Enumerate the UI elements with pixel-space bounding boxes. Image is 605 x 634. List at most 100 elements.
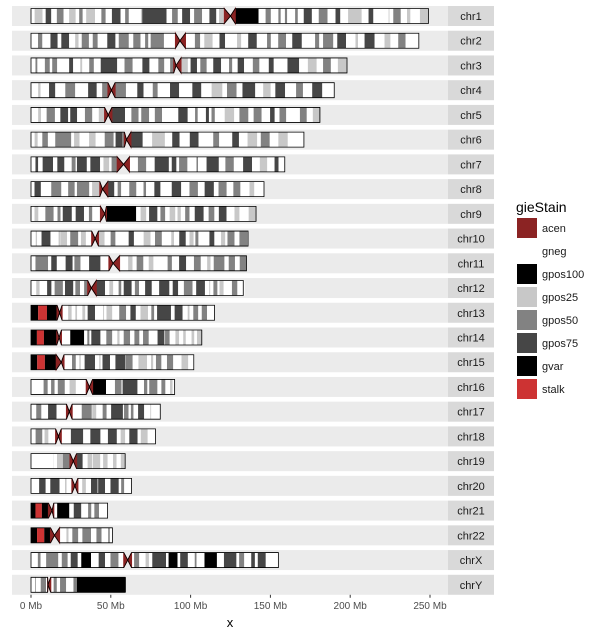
band-gpos50	[102, 82, 108, 98]
strip-label-chr13: chr13	[457, 308, 485, 320]
band-gpos25	[248, 206, 257, 222]
band-gpos75	[206, 156, 219, 172]
chromosome-outline-q	[112, 255, 247, 272]
band-gpos50	[74, 255, 81, 271]
band-gneg	[196, 57, 201, 73]
band-gneg	[31, 404, 37, 420]
band-gpos75	[107, 33, 116, 49]
band-gpos100	[168, 552, 178, 568]
band-gneg	[189, 206, 195, 222]
band-gpos25	[60, 231, 68, 247]
band-gpos25	[92, 181, 100, 197]
chromosome-row-chr16: chr16	[12, 376, 494, 397]
band-gneg	[71, 206, 76, 222]
band-gpos75	[61, 33, 70, 49]
strip-background	[448, 228, 494, 249]
band-gpos25	[278, 132, 288, 148]
band-gpos75	[251, 552, 255, 568]
band-gneg	[358, 33, 365, 49]
band-gpos50	[393, 8, 401, 24]
band-gpos50	[71, 156, 76, 172]
strip-background	[448, 278, 494, 299]
band-gneg	[106, 379, 115, 395]
band-gneg	[49, 57, 53, 73]
band-gpos50	[229, 57, 233, 73]
x-tick-label: 200 Mb	[334, 601, 368, 612]
strip-label-chr5: chr5	[460, 110, 481, 122]
band-gpos50	[122, 132, 125, 148]
band-gneg	[130, 329, 135, 345]
band-gpos50	[170, 57, 174, 73]
band-gneg	[107, 453, 114, 469]
band-gneg	[75, 354, 80, 370]
band-gpos50	[239, 231, 248, 247]
band-gneg	[56, 255, 66, 271]
band-gpos25	[263, 82, 271, 98]
legend-item-gneg: gneg	[542, 246, 566, 258]
band-gneg	[232, 57, 238, 73]
band-gneg	[234, 107, 240, 123]
band-gpos50	[55, 132, 72, 148]
chromosome-row-chr6: chr6	[12, 129, 494, 150]
band-gpos25	[98, 231, 105, 247]
chromosome-outline-q	[107, 107, 321, 123]
legend-label: gpos50	[542, 315, 578, 327]
band-gpos25	[82, 305, 86, 321]
strip-label-chr12: chr12	[457, 283, 485, 295]
band-gpos25	[140, 8, 143, 24]
band-gpos50	[211, 107, 215, 123]
band-gpos25	[151, 354, 154, 370]
band-gpos75	[337, 33, 347, 49]
chromosome-row-chr21: chr21	[12, 500, 494, 521]
band-gneg	[96, 82, 103, 98]
band-gneg	[45, 478, 51, 494]
x-tick-label: 150 Mb	[254, 601, 288, 612]
band-gneg	[84, 329, 88, 345]
band-gneg	[113, 132, 116, 148]
band-gneg	[106, 404, 112, 420]
band-gneg	[139, 329, 144, 345]
legend-swatch	[517, 264, 537, 284]
band-gneg	[54, 107, 61, 123]
band-gpos25	[103, 156, 110, 172]
band-gneg	[125, 107, 132, 123]
band-gvar	[31, 527, 38, 543]
band-gpos50	[296, 82, 303, 98]
band-gneg	[163, 33, 176, 49]
band-gneg	[91, 527, 97, 543]
band-gneg	[177, 552, 181, 568]
band-gpos50	[40, 577, 47, 593]
band-gpos25	[38, 107, 42, 123]
band-gneg	[180, 206, 186, 222]
band-gpos50	[35, 57, 38, 73]
legend-swatch	[517, 379, 537, 399]
band-gpos50	[201, 305, 208, 321]
band-gpos100	[81, 552, 92, 568]
strip-background	[448, 352, 494, 373]
band-gpos50	[213, 255, 225, 271]
band-gpos50	[131, 107, 139, 123]
band-gneg	[258, 8, 266, 24]
legend-item-gpos25: gpos25	[517, 287, 578, 307]
band-gpos75	[219, 33, 226, 49]
band-gpos50	[72, 527, 79, 543]
strip-background	[448, 203, 494, 224]
strip-label-chr2: chr2	[460, 36, 481, 48]
band-gpos50	[123, 329, 131, 345]
band-gpos25	[80, 231, 86, 247]
band-gneg	[69, 503, 74, 519]
band-gpos25	[407, 8, 411, 24]
band-gpos50	[34, 577, 36, 593]
band-gneg	[83, 428, 91, 444]
band-gneg	[267, 156, 275, 172]
band-gneg	[193, 231, 196, 247]
band-gpos25	[145, 552, 149, 568]
band-gneg	[132, 57, 143, 73]
band-gpos25	[224, 107, 235, 123]
band-gpos50	[129, 181, 137, 197]
band-gpos75	[138, 404, 145, 420]
band-gpos50	[52, 57, 58, 73]
band-gpos50	[37, 552, 41, 568]
band-gneg	[179, 329, 184, 345]
band-gpos50	[239, 255, 247, 271]
